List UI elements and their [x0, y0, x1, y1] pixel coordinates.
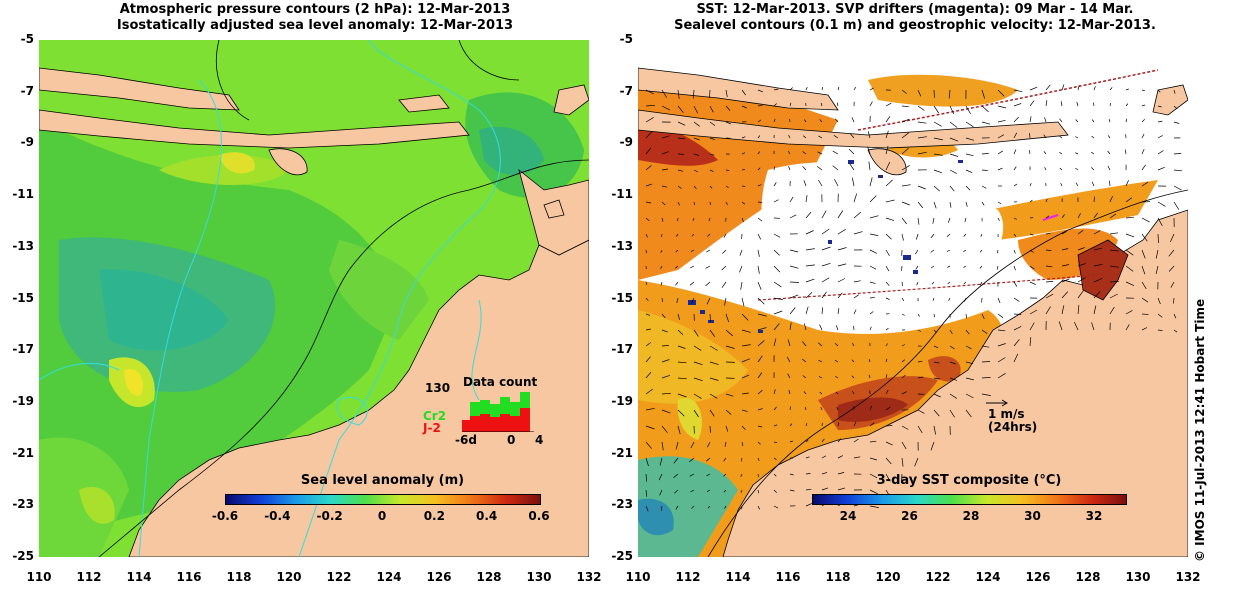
left-cb-tick-3: 0 — [377, 509, 387, 523]
left-colorbar-title: Sea level anomaly (m) — [300, 473, 465, 488]
right-lon-tick-3: 116 — [775, 570, 801, 584]
inset-x-label-start: -6d — [455, 433, 477, 447]
right-cb-tick-4: 32 — [1085, 509, 1103, 523]
right-lat-tick-7: -19 — [611, 393, 633, 408]
right-lon-tick-6: 122 — [925, 570, 951, 584]
sst-map — [638, 40, 1188, 557]
left-lat-tick-0: -5 — [20, 32, 34, 46]
left-lon-tick-7: 124 — [376, 570, 402, 584]
left-lon-tick-0: 110 — [26, 570, 52, 584]
right-lon-tick-11: 132 — [1175, 570, 1201, 584]
left-lat-tick-9: -23 — [12, 497, 34, 512]
inset-title: Data count — [463, 375, 538, 389]
inset-series-cr2: Cr2 — [423, 409, 447, 423]
right-lon-tick-0: 110 — [625, 570, 651, 584]
right-colorbar-title: 3-day SST composite (°C) — [876, 473, 1062, 488]
right-lat-tick-8: -21 — [611, 445, 633, 460]
inset-x-label-zero: 0 — [507, 433, 516, 447]
right-lat-tick-3: -11 — [611, 187, 633, 202]
right-cb-tick-2: 28 — [962, 509, 980, 523]
right-colorbar — [812, 494, 1127, 505]
left-lat-tick-10: -25 — [12, 549, 34, 563]
left-lat-tick-4: -13 — [12, 238, 34, 253]
left-lon-tick-5: 120 — [276, 570, 302, 584]
right-lon-tick-7: 124 — [975, 570, 1001, 584]
inset-x-label-end: 4 — [535, 433, 544, 447]
left-cb-tick-6: 0.6 — [528, 509, 550, 523]
right-lon-tick-5: 120 — [875, 570, 901, 584]
right-cb-tick-1: 26 — [901, 509, 918, 523]
right-title-line2: Sealevel contours (0.1 m) and geostrophi… — [674, 18, 1156, 33]
left-lat-tick-2: -9 — [20, 135, 34, 150]
left-lat-tick-7: -19 — [12, 393, 34, 408]
left-cb-tick-5: 0.4 — [476, 509, 498, 523]
right-lon-tick-2: 114 — [725, 570, 751, 584]
left-lat-tick-5: -15 — [12, 290, 34, 305]
left-lon-tick-9: 128 — [476, 570, 502, 584]
right-lon-tick-4: 118 — [825, 570, 851, 584]
left-lat-tick-8: -21 — [12, 445, 34, 460]
right-lon-tick-10: 130 — [1125, 570, 1151, 584]
velocity-key-note: (24hrs) — [988, 420, 1038, 434]
left-lon-tick-2: 114 — [126, 570, 152, 584]
left-lon-tick-6: 122 — [326, 570, 352, 584]
credit-text: © IMOS 11-Jul-2013 12:41 Hobart Time — [1193, 298, 1207, 562]
right-lon-tick-1: 112 — [675, 570, 701, 584]
left-colorbar — [225, 494, 541, 505]
left-title-line2: Isostatically adjusted sea level anomaly… — [116, 18, 514, 33]
right-title-line1: SST: 12-Mar-2013. SVP drifters (magenta)… — [696, 2, 1134, 17]
right-lat-tick-5: -15 — [611, 290, 633, 305]
left-lon-tick-8: 126 — [426, 570, 452, 584]
right-lat-tick-6: -17 — [611, 342, 633, 357]
inset-series-j2: J-2 — [423, 421, 441, 435]
right-lat-tick-9: -23 — [611, 497, 633, 512]
right-lat-tick-1: -7 — [619, 83, 633, 98]
left-lat-tick-3: -11 — [12, 187, 34, 202]
velocity-key-label: 1 m/s — [988, 407, 1025, 421]
left-cb-tick-2: -0.2 — [316, 509, 343, 523]
right-lon-tick-9: 128 — [1075, 570, 1101, 584]
left-lon-tick-1: 112 — [76, 570, 102, 584]
right-lat-tick-2: -9 — [619, 135, 633, 150]
sea-level-anomaly-map — [39, 40, 589, 557]
left-lon-tick-3: 116 — [176, 570, 202, 584]
data-count-histogram — [462, 392, 534, 432]
left-cb-tick-4: 0.2 — [423, 509, 445, 523]
right-lat-tick-4: -13 — [611, 238, 633, 253]
left-lat-tick-6: -17 — [12, 342, 34, 357]
velocity-key-arrow — [986, 399, 1008, 407]
right-lat-tick-10: -25 — [611, 549, 633, 563]
left-lon-tick-11: 132 — [576, 570, 602, 584]
inset-max-label: 130 — [425, 381, 451, 395]
right-lat-tick-0: -5 — [619, 32, 633, 46]
left-cb-tick-0: -0.6 — [211, 509, 239, 523]
left-lat-tick-1: -7 — [20, 83, 34, 98]
left-title-line1: Atmospheric pressure contours (2 hPa): 1… — [119, 2, 511, 17]
right-cb-tick-3: 30 — [1024, 509, 1041, 523]
left-cb-tick-1: -0.4 — [264, 509, 291, 523]
left-lon-tick-4: 118 — [226, 570, 252, 584]
right-lon-tick-8: 126 — [1025, 570, 1051, 584]
right-cb-tick-0: 24 — [839, 509, 857, 523]
left-lon-tick-10: 130 — [526, 570, 552, 584]
